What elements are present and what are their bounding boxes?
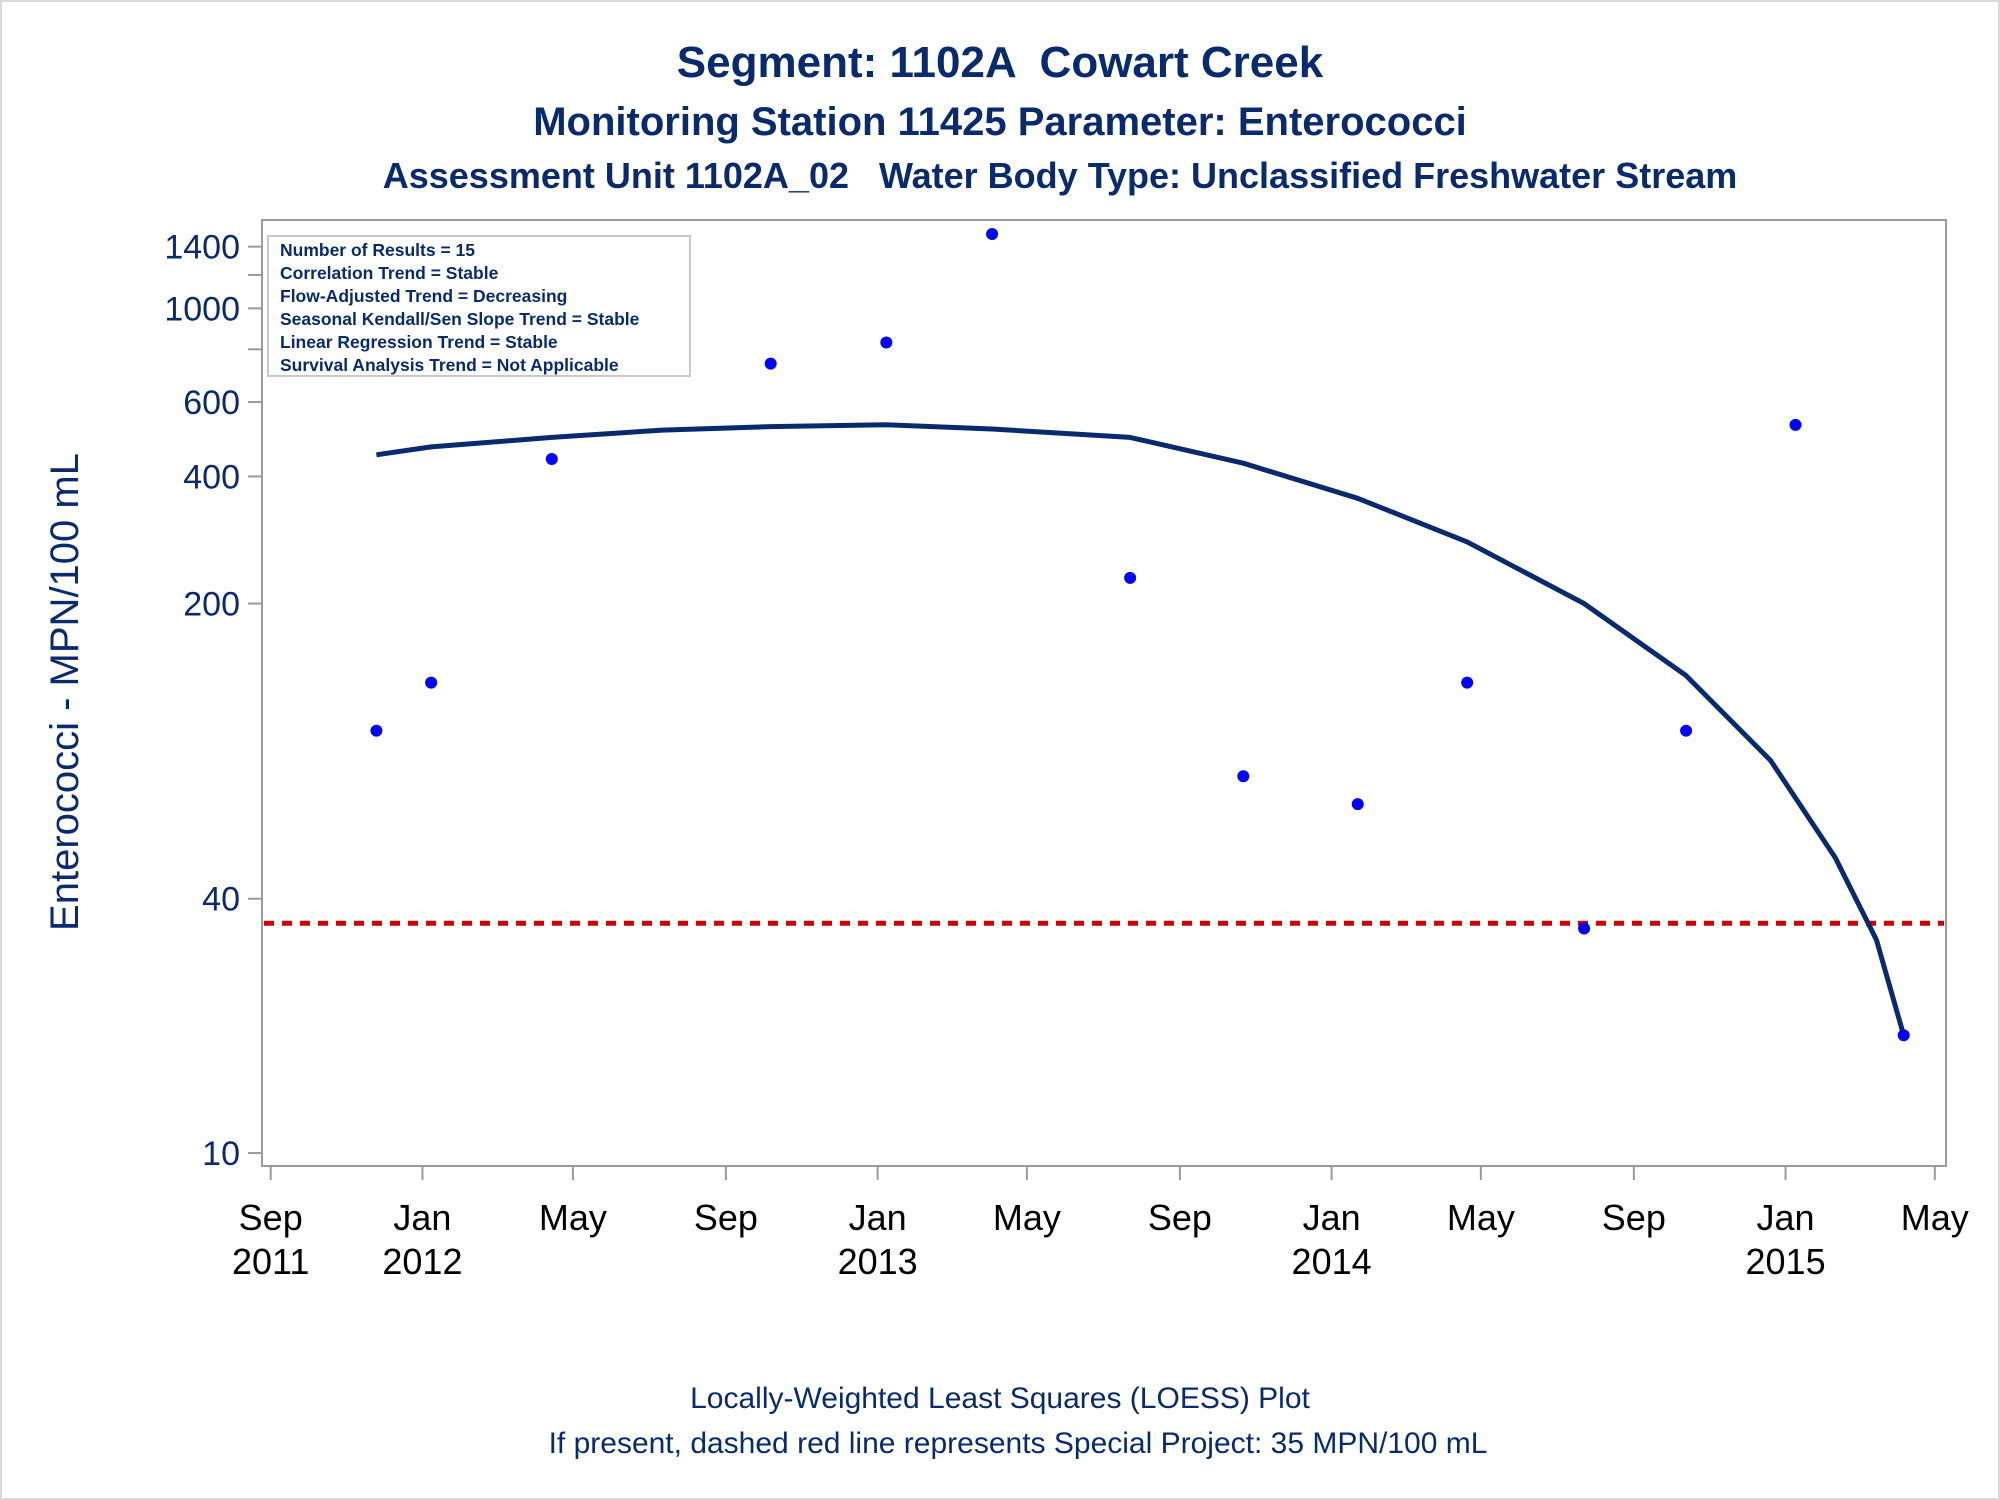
loess-curve — [376, 422, 1907, 1036]
data-point — [425, 676, 438, 689]
x-tick-label-month: May — [1901, 1197, 1969, 1238]
x-tick-label-month: May — [1447, 1197, 1515, 1238]
chart-subtitle-assessment: Assessment Unit 1102A_02 Water Body Type… — [382, 155, 1738, 196]
data-point — [1789, 418, 1802, 431]
x-tick-label-month: Sep — [694, 1197, 758, 1238]
chart-subtitle-station: Monitoring Station 11425 Parameter: Ente… — [533, 100, 1467, 144]
y-tick-label: 1000 — [164, 290, 240, 328]
x-tick-label-month: May — [539, 1197, 607, 1238]
data-point — [1237, 770, 1250, 783]
y-tick-label: 400 — [183, 458, 240, 496]
legend-line: Number of Results = 15 — [280, 240, 475, 260]
x-tick-label-month: Jan — [849, 1197, 907, 1238]
data-point — [1461, 676, 1474, 689]
x-tick-label-year: 2015 — [1746, 1241, 1826, 1282]
x-tick-label-month: Jan — [1757, 1197, 1815, 1238]
data-point — [370, 724, 383, 737]
x-tick-label-month: May — [993, 1197, 1061, 1238]
chart-title: Segment: 1102A Cowart Creek — [676, 38, 1324, 87]
legend-line: Correlation Trend = Stable — [280, 263, 499, 283]
y-tick-label: 10 — [202, 1135, 240, 1173]
y-axis-label: Enterococci - MPN/100 mL — [43, 453, 87, 931]
x-tick-label-month: Sep — [1148, 1197, 1212, 1238]
data-point — [1124, 571, 1137, 584]
data-point — [986, 228, 999, 241]
x-tick-label-year: 2012 — [382, 1241, 462, 1282]
legend-line: Flow-Adjusted Trend = Decreasing — [280, 286, 567, 306]
legend-line: Linear Regression Trend = Stable — [280, 332, 558, 352]
y-tick-label: 1400 — [164, 229, 240, 267]
footer-reference-note: If present, dashed red line represents S… — [548, 1427, 1488, 1460]
data-point — [1680, 724, 1693, 737]
x-tick-label-month: Jan — [393, 1197, 451, 1238]
x-tick-label-month: Sep — [239, 1197, 303, 1238]
legend-line: Survival Analysis Trend = Not Applicable — [280, 355, 619, 375]
x-tick-label-month: Jan — [1303, 1197, 1361, 1238]
data-point — [1897, 1029, 1910, 1042]
x-tick-label-year: 2014 — [1292, 1241, 1372, 1282]
y-tick-label: 40 — [202, 881, 240, 919]
data-point — [764, 357, 777, 370]
data-point — [545, 452, 558, 465]
x-tick-label-month: Sep — [1602, 1197, 1666, 1238]
data-point — [880, 336, 893, 349]
x-tick-label-year: 2011 — [232, 1241, 309, 1282]
legend-box — [267, 235, 691, 377]
legend: Number of Results = 15 Correlation Trend … — [267, 235, 691, 377]
data-point — [1351, 798, 1364, 811]
y-tick-label: 200 — [183, 586, 240, 624]
y-tick-label: 600 — [183, 384, 240, 422]
x-tick-label-year: 2013 — [838, 1241, 918, 1282]
footer-method: Locally-Weighted Least Squares (LOESS) P… — [690, 1382, 1310, 1415]
legend-line: Seasonal Kendall/Sen Slope Trend = Stabl… — [280, 309, 640, 329]
data-point — [1578, 922, 1591, 935]
